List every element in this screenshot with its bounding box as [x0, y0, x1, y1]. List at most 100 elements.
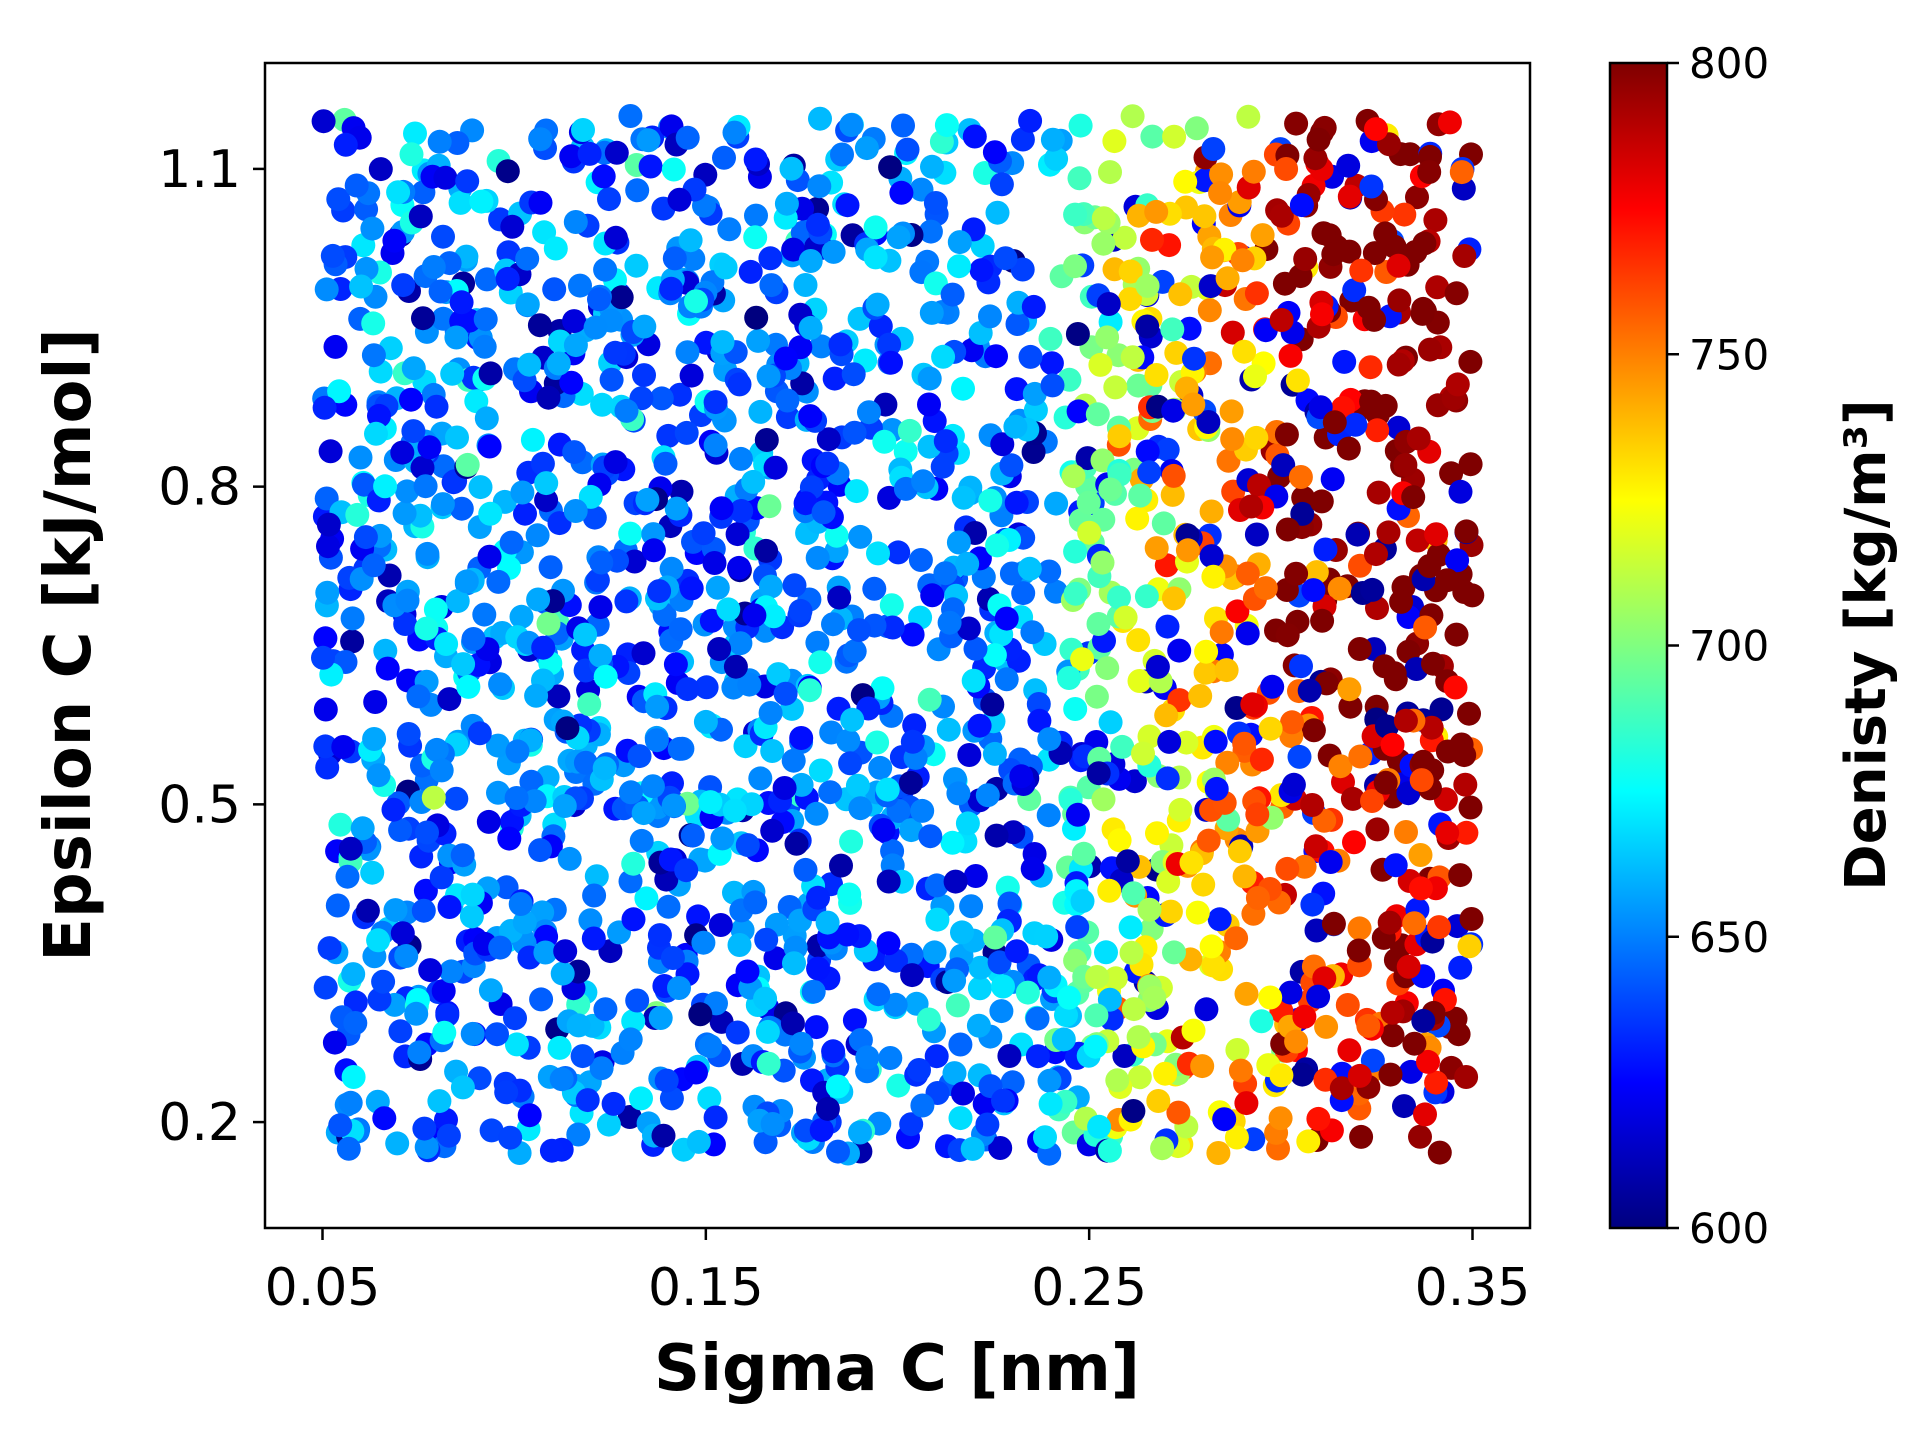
scatter-point: [1347, 637, 1372, 661]
scatter-point: [1077, 520, 1102, 545]
scatter-point: [413, 474, 438, 499]
scatter-point: [589, 550, 614, 575]
scatter-point: [1162, 124, 1187, 149]
scatter-point: [1105, 1068, 1130, 1093]
scatter-point: [488, 935, 513, 960]
scatter-point: [1070, 647, 1095, 672]
scatter-point: [793, 857, 818, 882]
scatter-point: [1457, 701, 1481, 726]
scatter-point: [743, 890, 768, 915]
scatter-point: [424, 737, 449, 762]
scatter-point: [341, 962, 366, 987]
scatter-point: [978, 304, 1002, 329]
scatter-point: [1408, 843, 1433, 867]
scatter-point: [1209, 162, 1234, 187]
scatter-point: [854, 136, 879, 161]
scatter-point: [1220, 427, 1245, 452]
scatter-point: [1018, 344, 1043, 369]
scatter-point: [1359, 389, 1384, 414]
scatter-point: [746, 328, 771, 353]
scatter-point: [1126, 628, 1151, 653]
scatter-point: [464, 389, 489, 414]
scatter-point: [1020, 856, 1045, 881]
scatter-point: [829, 853, 853, 878]
scatter-point: [526, 587, 551, 612]
scatter-point: [632, 314, 657, 339]
scatter-point: [1115, 849, 1140, 874]
scatter-point: [504, 1032, 529, 1057]
scatter-point: [1135, 439, 1160, 464]
scatter-point: [966, 1013, 991, 1038]
scatter-point: [432, 1020, 457, 1045]
scatter-point: [372, 1106, 397, 1131]
scatter-point: [1408, 876, 1433, 901]
scatter-point: [1311, 221, 1336, 246]
scatter-point: [509, 604, 534, 629]
scatter-point: [1423, 208, 1448, 233]
scatter-point: [1098, 477, 1123, 502]
scatter-point: [865, 730, 890, 755]
scatter-point: [513, 501, 537, 526]
scatter-point: [1161, 463, 1186, 488]
scatter-point: [1065, 915, 1090, 940]
x-axis-title: Sigma C [nm]: [654, 1332, 1140, 1406]
scatter-point: [1150, 1136, 1175, 1161]
scatter-point: [1121, 881, 1146, 906]
scatter-point: [1018, 108, 1043, 133]
scatter-point: [495, 159, 520, 184]
scatter-point: [1015, 980, 1040, 1005]
scatter-point: [373, 474, 398, 499]
scatter-point: [871, 818, 896, 842]
scatter-point: [985, 200, 1010, 225]
scatter-point: [455, 452, 480, 477]
scatter-point: [955, 551, 980, 576]
scatter-point: [519, 769, 544, 794]
scatter-point: [989, 999, 1014, 1024]
scatter-point: [661, 157, 686, 182]
scatter-point: [1224, 926, 1249, 951]
scatter-point: [496, 240, 521, 265]
scatter-point: [648, 1006, 673, 1030]
scatter-point: [957, 743, 982, 767]
scatter-point: [1380, 732, 1405, 757]
scatter-point: [1306, 127, 1331, 152]
scatter-point: [917, 687, 942, 712]
scatter-point: [1103, 375, 1128, 400]
scatter-point: [573, 622, 598, 647]
scatter-point: [742, 603, 767, 628]
scatter-point: [495, 266, 520, 291]
scatter-point: [675, 677, 700, 702]
scatter-point: [338, 1090, 363, 1115]
scatter-point: [1396, 954, 1421, 979]
scatter-point: [450, 1075, 475, 1100]
scatter-point: [1429, 697, 1454, 722]
scatter-point: [1142, 985, 1167, 1010]
scatter-point: [399, 142, 424, 167]
scatter-point: [1096, 292, 1121, 316]
scatter-point: [1336, 436, 1361, 461]
scatter-point: [1134, 584, 1159, 609]
scatter-point: [1196, 410, 1221, 434]
scatter-point: [936, 717, 961, 742]
scatter-point: [961, 668, 986, 693]
scatter-point: [546, 351, 571, 376]
scatter-point: [394, 944, 419, 968]
scatter-point: [940, 830, 965, 855]
scatter-point: [431, 979, 456, 1003]
scatter-point: [1304, 560, 1329, 585]
scatter-point: [366, 763, 391, 788]
scatter-point: [994, 667, 1019, 692]
scatter-point: [589, 1056, 614, 1081]
scatter-point: [1449, 160, 1474, 185]
scatter-point: [363, 690, 388, 714]
scatter-point: [478, 978, 503, 1003]
scatter-point: [522, 789, 547, 814]
scatter-point: [782, 573, 807, 598]
scatter-point: [352, 472, 376, 497]
scatter-point: [632, 363, 656, 388]
scatter-point: [603, 450, 628, 475]
scatter-point: [1140, 227, 1164, 252]
scatter-point: [1250, 223, 1275, 248]
scatter-point: [753, 1130, 778, 1155]
scatter-point: [761, 604, 786, 629]
